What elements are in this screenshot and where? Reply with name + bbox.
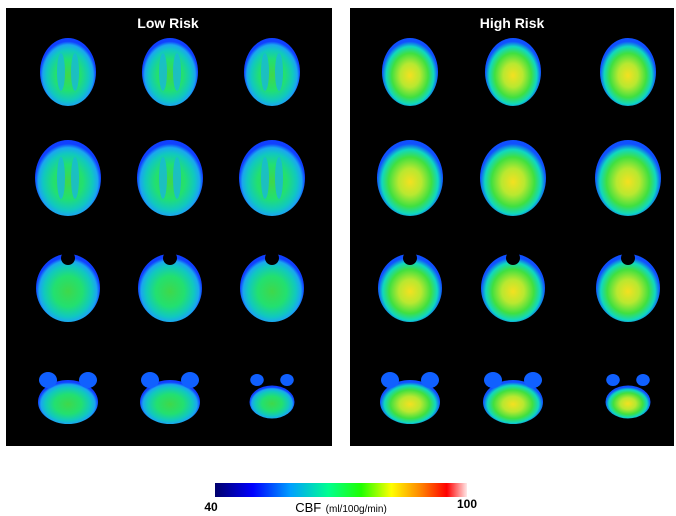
brain-slice xyxy=(57,53,65,90)
brain-slice xyxy=(61,251,75,265)
brain-slice xyxy=(181,372,199,388)
brain-slice xyxy=(403,251,417,265)
brain-slice xyxy=(173,157,181,199)
brain-slice xyxy=(275,53,283,90)
brain-slice xyxy=(173,53,181,90)
brain-slice xyxy=(142,38,198,106)
brain-slice xyxy=(382,38,438,106)
brain-slice xyxy=(40,38,96,106)
brain-slice xyxy=(421,372,439,388)
brain-slice xyxy=(71,157,79,199)
brain-slice xyxy=(141,372,159,388)
brain-slice xyxy=(621,251,635,265)
brain-slice xyxy=(600,38,656,106)
brain-slice xyxy=(381,372,399,388)
colorbar-quantity: CBF xyxy=(295,500,321,515)
brain-slice xyxy=(275,157,283,199)
brain-slice xyxy=(244,38,300,106)
brain-slice xyxy=(71,53,79,90)
brain-slice xyxy=(79,372,97,388)
brain-slice xyxy=(250,386,295,419)
brain-slice xyxy=(480,140,546,216)
brain-slice xyxy=(606,386,651,419)
panel-title: Low Risk xyxy=(137,15,199,31)
colorbar-min: 40 xyxy=(204,500,218,514)
brain-slice xyxy=(377,140,443,216)
brain-slice xyxy=(261,53,269,90)
colorbar-label: CBF (ml/100g/min) xyxy=(295,499,387,516)
brain-slice xyxy=(485,38,541,106)
panel-title: High Risk xyxy=(480,15,545,31)
colorbar-max: 100 xyxy=(457,497,477,511)
figure: Low Risk High Risk 40 100 CBF (ml/100g/m… xyxy=(0,0,676,516)
brain-slice xyxy=(606,374,620,386)
brain-slice xyxy=(35,140,101,216)
brain-slice xyxy=(57,157,65,199)
brain-slice xyxy=(261,157,269,199)
brain-slice xyxy=(39,372,57,388)
brain-slice xyxy=(280,374,294,386)
brain-slice xyxy=(636,374,650,386)
brain-slice xyxy=(239,140,305,216)
brain-slice xyxy=(595,140,661,216)
brain-slice xyxy=(137,140,203,216)
brain-slice xyxy=(265,251,279,265)
brain-slice xyxy=(484,372,502,388)
brain-slice xyxy=(506,251,520,265)
colorbar-unit: (ml/100g/min) xyxy=(326,504,387,515)
brain-slice xyxy=(159,157,167,199)
colorbar xyxy=(215,483,467,497)
brain-slice xyxy=(159,53,167,90)
brain-slice xyxy=(163,251,177,265)
brain-slice xyxy=(250,374,264,386)
brain-slice xyxy=(524,372,542,388)
